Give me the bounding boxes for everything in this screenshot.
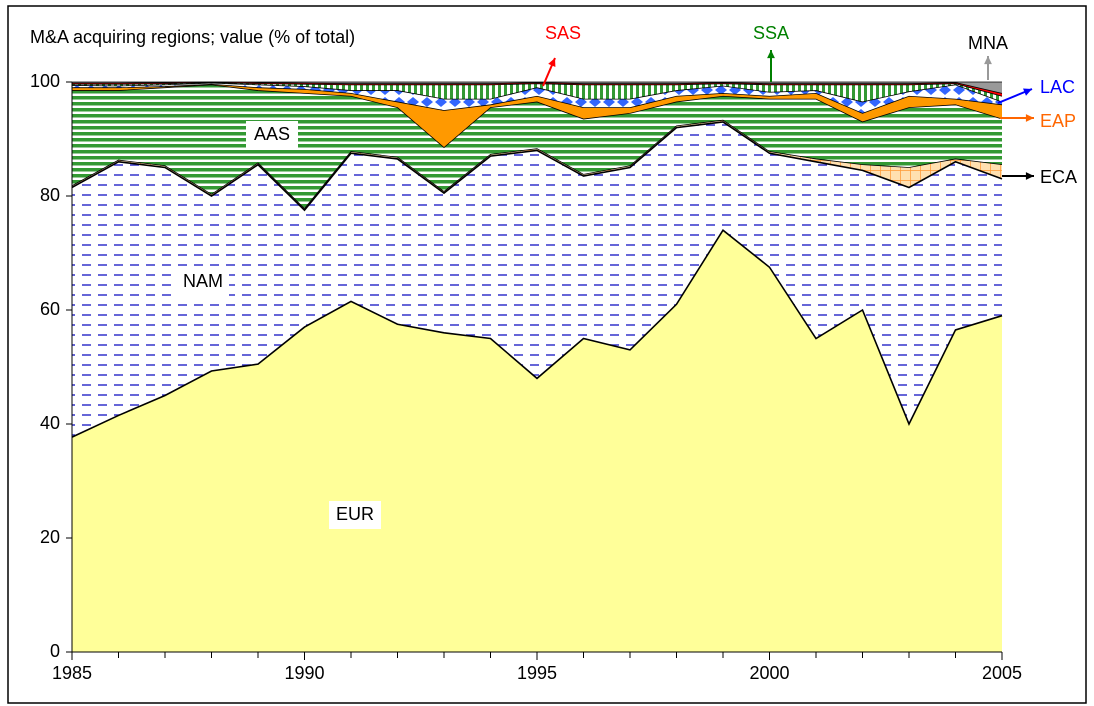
x-tick-label: 1985 xyxy=(52,663,92,683)
x-tick-label: 1990 xyxy=(284,663,324,683)
y-tick-label: 40 xyxy=(40,413,60,433)
chart-frame xyxy=(7,5,1087,704)
y-tick-label: 0 xyxy=(50,641,60,661)
chart-subtitle: M&A acquiring regions; value (% of total… xyxy=(30,27,355,47)
area-edge xyxy=(71,119,1003,210)
series-label: NAM xyxy=(183,271,223,291)
area xyxy=(72,121,1002,438)
area-edge xyxy=(71,82,1003,103)
area xyxy=(72,82,1002,102)
series-label: ECA xyxy=(1040,167,1077,187)
label-bg xyxy=(246,121,298,149)
series-label: LAC xyxy=(1040,77,1075,97)
series-label: MNA xyxy=(968,33,1008,53)
area-edge xyxy=(71,121,1003,212)
y-tick-label: 100 xyxy=(30,71,60,91)
series-label: EUR xyxy=(336,504,374,524)
label-arrowhead xyxy=(1025,172,1034,180)
area xyxy=(72,230,1002,652)
x-tick-label: 2000 xyxy=(749,663,789,683)
label-arrowhead xyxy=(1025,114,1034,122)
area xyxy=(72,82,1002,94)
x-tick-label: 1995 xyxy=(517,663,557,683)
series-label: SSA xyxy=(753,23,789,43)
area-edge xyxy=(72,84,1003,149)
y-tick-label: 20 xyxy=(40,527,60,547)
area xyxy=(72,84,1002,148)
label-arrowhead xyxy=(984,56,992,65)
area xyxy=(72,84,1002,209)
x-tick-label: 2005 xyxy=(982,663,1022,683)
series-label: EAP xyxy=(1040,111,1076,131)
y-tick-label: 60 xyxy=(40,299,60,319)
area-edge xyxy=(72,83,1003,114)
area-edge xyxy=(72,82,1003,97)
series-label: AAS xyxy=(254,124,290,144)
y-tick-label: 80 xyxy=(40,185,60,205)
area-edge xyxy=(71,229,1003,438)
label-arrowhead xyxy=(767,50,775,59)
label-arrowhead xyxy=(548,58,556,67)
series-label: SAS xyxy=(545,23,581,43)
label-bg xyxy=(177,268,229,296)
label-arrowhead xyxy=(1023,88,1032,96)
label-bg xyxy=(329,501,381,529)
